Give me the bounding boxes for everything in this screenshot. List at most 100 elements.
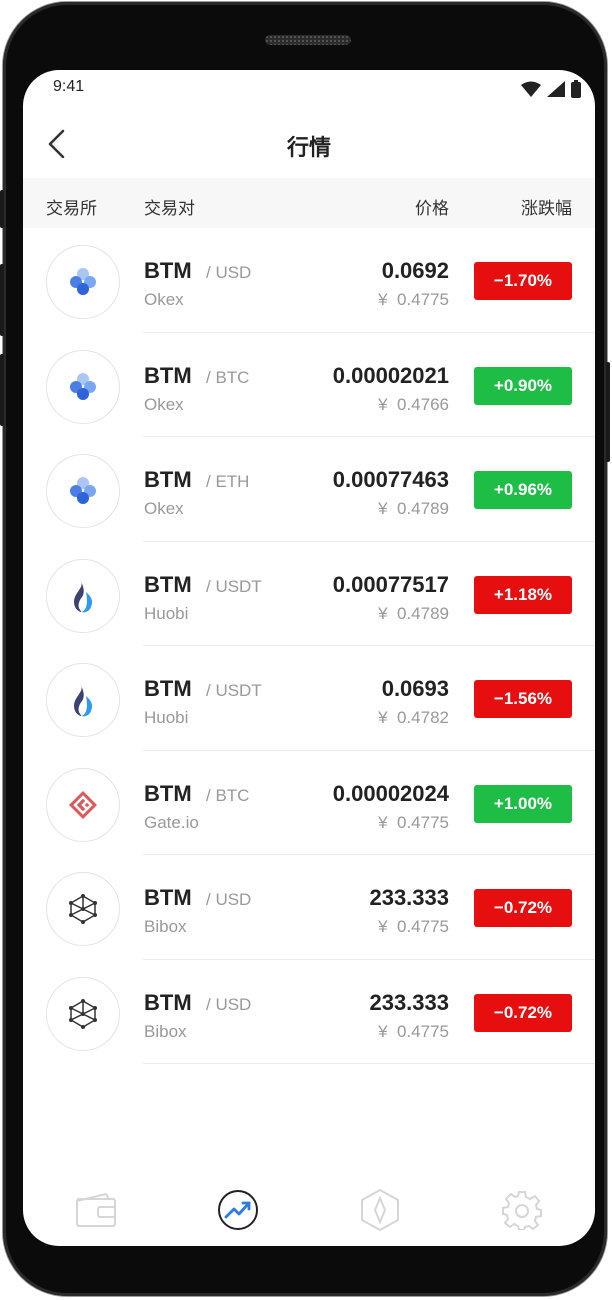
- row-divider: [143, 749, 595, 751]
- battery-icon: [571, 80, 581, 98]
- column-change: 涨跌幅: [521, 199, 572, 218]
- quote-symbol: / USD: [206, 890, 252, 909]
- gateio-logo-icon: [67, 789, 99, 821]
- market-row[interactable]: BTM / USDT Huobi 0.00077517 ¥ 0.4789 +1.18%: [23, 542, 595, 646]
- row-divider: [143, 1063, 595, 1064]
- exchange-name: Huobi: [144, 603, 189, 623]
- market-row[interactable]: BTM / ETH Okex 0.00077463 ¥ 0.4789 +0.96%: [23, 437, 595, 542]
- exchange-logo: [46, 349, 120, 424]
- base-symbol: BTM: [144, 258, 192, 283]
- tab-discover[interactable]: [358, 1188, 402, 1232]
- okex-logo-icon: [66, 265, 100, 299]
- exchange-name: Okex: [144, 290, 184, 309]
- row-divider: [143, 645, 595, 646]
- change-badge: −1.70%: [474, 262, 572, 300]
- row-divider: [143, 331, 595, 333]
- exchange-name: Gate.io: [144, 812, 199, 832]
- market-row[interactable]: BTM / USD Okex 0.0692 ¥ 0.4775 −1.70%: [23, 228, 595, 333]
- price-cny: ¥ 0.4775: [378, 1021, 449, 1041]
- row-divider: [143, 540, 595, 542]
- tab-bar: [23, 1180, 595, 1246]
- base-symbol: BTM: [144, 989, 192, 1015]
- base-symbol: BTM: [144, 571, 192, 597]
- change-badge: −0.72%: [474, 993, 572, 1032]
- change-badge: +0.96%: [474, 471, 572, 509]
- chevron-left-icon: [48, 129, 65, 159]
- exchange-logo: [46, 454, 120, 528]
- column-exchange: 交易所: [46, 199, 97, 218]
- wallet-icon: [76, 1193, 116, 1227]
- market-row[interactable]: BTM / USD Bibox 233.333 ¥ 0.4775 −0.72%: [23, 960, 595, 1064]
- compass-icon: [361, 1189, 399, 1231]
- huobi-logo-icon: [68, 682, 98, 718]
- column-pair: 交易对: [144, 199, 195, 218]
- wifi-icon: [521, 81, 541, 97]
- exchange-name: Huobi: [144, 708, 189, 727]
- price-cny: ¥ 0.4775: [378, 290, 449, 309]
- base-symbol: BTM: [144, 780, 192, 806]
- exchange-logo: [46, 872, 120, 946]
- market-row[interactable]: BTM / USDT Huobi 0.0693 ¥ 0.4782 −1.56%: [23, 646, 595, 751]
- price: 0.0693: [381, 676, 449, 701]
- exchange-name: Okex: [144, 499, 184, 518]
- power-button: [606, 362, 610, 462]
- okex-logo-icon: [66, 474, 100, 508]
- quote-symbol: / USD: [206, 994, 252, 1014]
- exchange-logo: [46, 976, 120, 1051]
- quote-symbol: / USDT: [206, 681, 262, 700]
- price-cny: ¥ 0.4766: [378, 394, 449, 414]
- quote-symbol: / BTC: [206, 785, 250, 805]
- price: 0.00002021: [332, 362, 449, 388]
- market-row[interactable]: BTM / USD Bibox 233.333 ¥ 0.4775 −0.72%: [23, 855, 595, 960]
- row-divider: [143, 958, 595, 960]
- column-price: 价格: [415, 199, 449, 218]
- back-button[interactable]: [43, 128, 73, 159]
- row-divider: [143, 854, 595, 855]
- volume-down-button: [0, 354, 4, 426]
- price: 0.00077463: [332, 467, 449, 492]
- status-time: 9:41: [53, 78, 85, 95]
- exchange-logo: [46, 245, 120, 319]
- exchange-logo: [46, 767, 120, 842]
- tab-wallet[interactable]: [74, 1188, 118, 1232]
- column-header: 交易所 交易对 价格 涨跌幅: [23, 178, 595, 228]
- exchange-logo: [46, 663, 120, 737]
- price: 233.333: [369, 885, 449, 910]
- change-badge: +1.00%: [474, 784, 572, 823]
- tab-settings[interactable]: [500, 1188, 544, 1232]
- market-list: BTM / USD Okex 0.0692 ¥ 0.4775 −1.70% BTM / BTC…: [23, 228, 595, 1064]
- base-symbol: BTM: [144, 467, 192, 492]
- market-trend-icon: [218, 1190, 258, 1230]
- bibox-logo-icon: [67, 998, 99, 1030]
- price-cny: ¥ 0.4789: [378, 603, 449, 623]
- exchange-name: Bibox: [144, 1021, 187, 1041]
- cellular-signal-icon: [547, 81, 565, 97]
- change-badge: +0.90%: [474, 366, 572, 405]
- price: 0.0692: [381, 258, 449, 283]
- market-row[interactable]: BTM / BTC Okex 0.00002021 ¥ 0.4766 +0.90%: [23, 333, 595, 437]
- price-cny: ¥ 0.4775: [378, 917, 449, 936]
- market-row[interactable]: BTM / BTC Gate.io 0.00002024 ¥ 0.4775 +1.00%: [23, 751, 595, 855]
- nav-bar: 行情: [23, 110, 595, 178]
- tab-market[interactable]: [216, 1188, 260, 1232]
- exchange-logo: [46, 558, 120, 633]
- page-title: 行情: [286, 135, 331, 160]
- price: 0.00077517: [332, 571, 449, 597]
- mute-switch: [0, 190, 4, 228]
- price: 0.00002024: [332, 780, 449, 806]
- settings-gear-icon: [502, 1191, 542, 1230]
- earpiece-speaker: [265, 35, 351, 45]
- volume-up-button: [0, 264, 4, 336]
- status-bar: 9:41: [23, 70, 595, 110]
- bibox-logo-icon: [67, 893, 99, 925]
- base-symbol: BTM: [144, 362, 192, 388]
- exchange-name: Bibox: [144, 917, 187, 936]
- price: 233.333: [369, 989, 449, 1015]
- change-badge: −0.72%: [474, 889, 572, 927]
- change-badge: +1.18%: [474, 575, 572, 614]
- huobi-logo-icon: [68, 578, 98, 614]
- quote-symbol: / USD: [206, 263, 252, 282]
- quote-symbol: / BTC: [206, 367, 250, 387]
- quote-symbol: / USDT: [206, 576, 262, 596]
- row-divider: [143, 436, 595, 437]
